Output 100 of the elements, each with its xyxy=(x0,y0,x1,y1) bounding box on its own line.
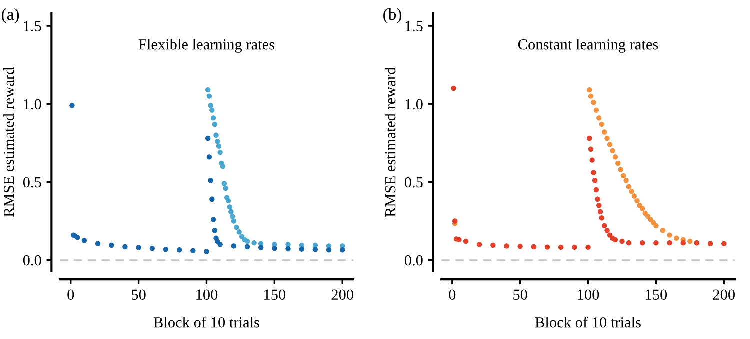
point xyxy=(190,248,196,254)
text: Flexible learning rates xyxy=(138,39,274,53)
point xyxy=(272,246,278,252)
point xyxy=(612,154,618,160)
point xyxy=(722,241,727,246)
point xyxy=(215,139,220,144)
text: (b) xyxy=(384,8,402,24)
point xyxy=(595,196,600,202)
point xyxy=(236,230,242,235)
y-tick-label: 1.5 xyxy=(406,21,423,32)
point xyxy=(150,246,155,252)
point xyxy=(218,242,223,248)
point xyxy=(206,154,212,160)
point xyxy=(136,245,142,250)
point xyxy=(210,116,216,121)
point xyxy=(452,218,458,224)
point xyxy=(210,108,215,113)
x-tick-label: 50 xyxy=(514,290,528,300)
point xyxy=(588,94,594,99)
point xyxy=(286,246,291,252)
point xyxy=(463,238,469,244)
point xyxy=(634,198,640,204)
point xyxy=(326,248,332,253)
point xyxy=(299,246,304,252)
point xyxy=(216,144,222,149)
point xyxy=(592,178,598,184)
x-tick-label: 0 xyxy=(449,290,456,300)
x-tick-label: 200 xyxy=(332,290,354,300)
point xyxy=(604,136,610,142)
x-axis-title: Block of 10 trials xyxy=(154,316,260,328)
point xyxy=(544,244,550,250)
point xyxy=(620,173,626,179)
y-tick-label: 0.0 xyxy=(23,255,42,266)
point xyxy=(222,181,227,186)
point xyxy=(610,148,616,154)
y-tick-label: 0.5 xyxy=(23,177,42,188)
point xyxy=(626,184,632,190)
point xyxy=(660,228,666,234)
y-tick-label: 1.0 xyxy=(24,99,42,110)
x-tick-label: 150 xyxy=(646,290,668,300)
point xyxy=(70,103,75,108)
point xyxy=(688,238,693,244)
point xyxy=(220,164,226,170)
point xyxy=(75,235,80,240)
point xyxy=(518,244,523,250)
point xyxy=(591,100,596,106)
point xyxy=(95,241,101,246)
x-tick-label: 50 xyxy=(132,290,146,300)
point xyxy=(212,228,218,234)
point xyxy=(223,186,228,192)
point xyxy=(604,228,610,234)
point xyxy=(588,146,594,152)
point xyxy=(340,248,346,253)
y-axis-title: RMSE estimated reward xyxy=(3,67,14,218)
point xyxy=(234,224,240,230)
point xyxy=(558,244,564,250)
x-tick-label: 200 xyxy=(713,290,736,300)
y-axis-title: RMSE estimated reward xyxy=(384,67,396,218)
point xyxy=(640,240,646,246)
point xyxy=(210,217,216,222)
point xyxy=(244,238,250,244)
point xyxy=(640,206,646,212)
text: Constant learning rates xyxy=(518,39,658,53)
point xyxy=(206,87,211,93)
point xyxy=(226,198,232,204)
point xyxy=(214,132,219,138)
point xyxy=(599,216,604,221)
point xyxy=(109,242,114,248)
x-axis-title: Block of 10 trials xyxy=(535,316,641,328)
point xyxy=(680,240,686,246)
point xyxy=(252,240,257,246)
point xyxy=(204,249,210,254)
point xyxy=(598,209,604,214)
point xyxy=(451,86,456,92)
point xyxy=(490,242,496,248)
point xyxy=(504,244,510,249)
y-tick-label: 0.5 xyxy=(404,177,423,188)
point xyxy=(176,248,182,253)
point xyxy=(594,187,600,193)
point xyxy=(667,232,672,238)
point xyxy=(596,203,602,208)
point xyxy=(591,170,596,176)
point xyxy=(667,240,672,246)
x-tick-label: 100 xyxy=(578,290,600,300)
text: (a) xyxy=(2,8,20,24)
point xyxy=(587,87,592,93)
point xyxy=(230,214,236,220)
point xyxy=(258,245,264,250)
point xyxy=(82,238,88,244)
point xyxy=(607,142,613,148)
point xyxy=(612,237,618,243)
point xyxy=(206,136,211,142)
y-tick-label: 0.0 xyxy=(404,255,423,266)
point xyxy=(620,238,625,244)
point xyxy=(122,244,128,250)
point xyxy=(624,178,629,184)
point xyxy=(456,237,462,243)
x-tick-label: 100 xyxy=(196,290,218,300)
y-tick-label: 1.5 xyxy=(24,21,42,32)
point xyxy=(590,158,595,163)
